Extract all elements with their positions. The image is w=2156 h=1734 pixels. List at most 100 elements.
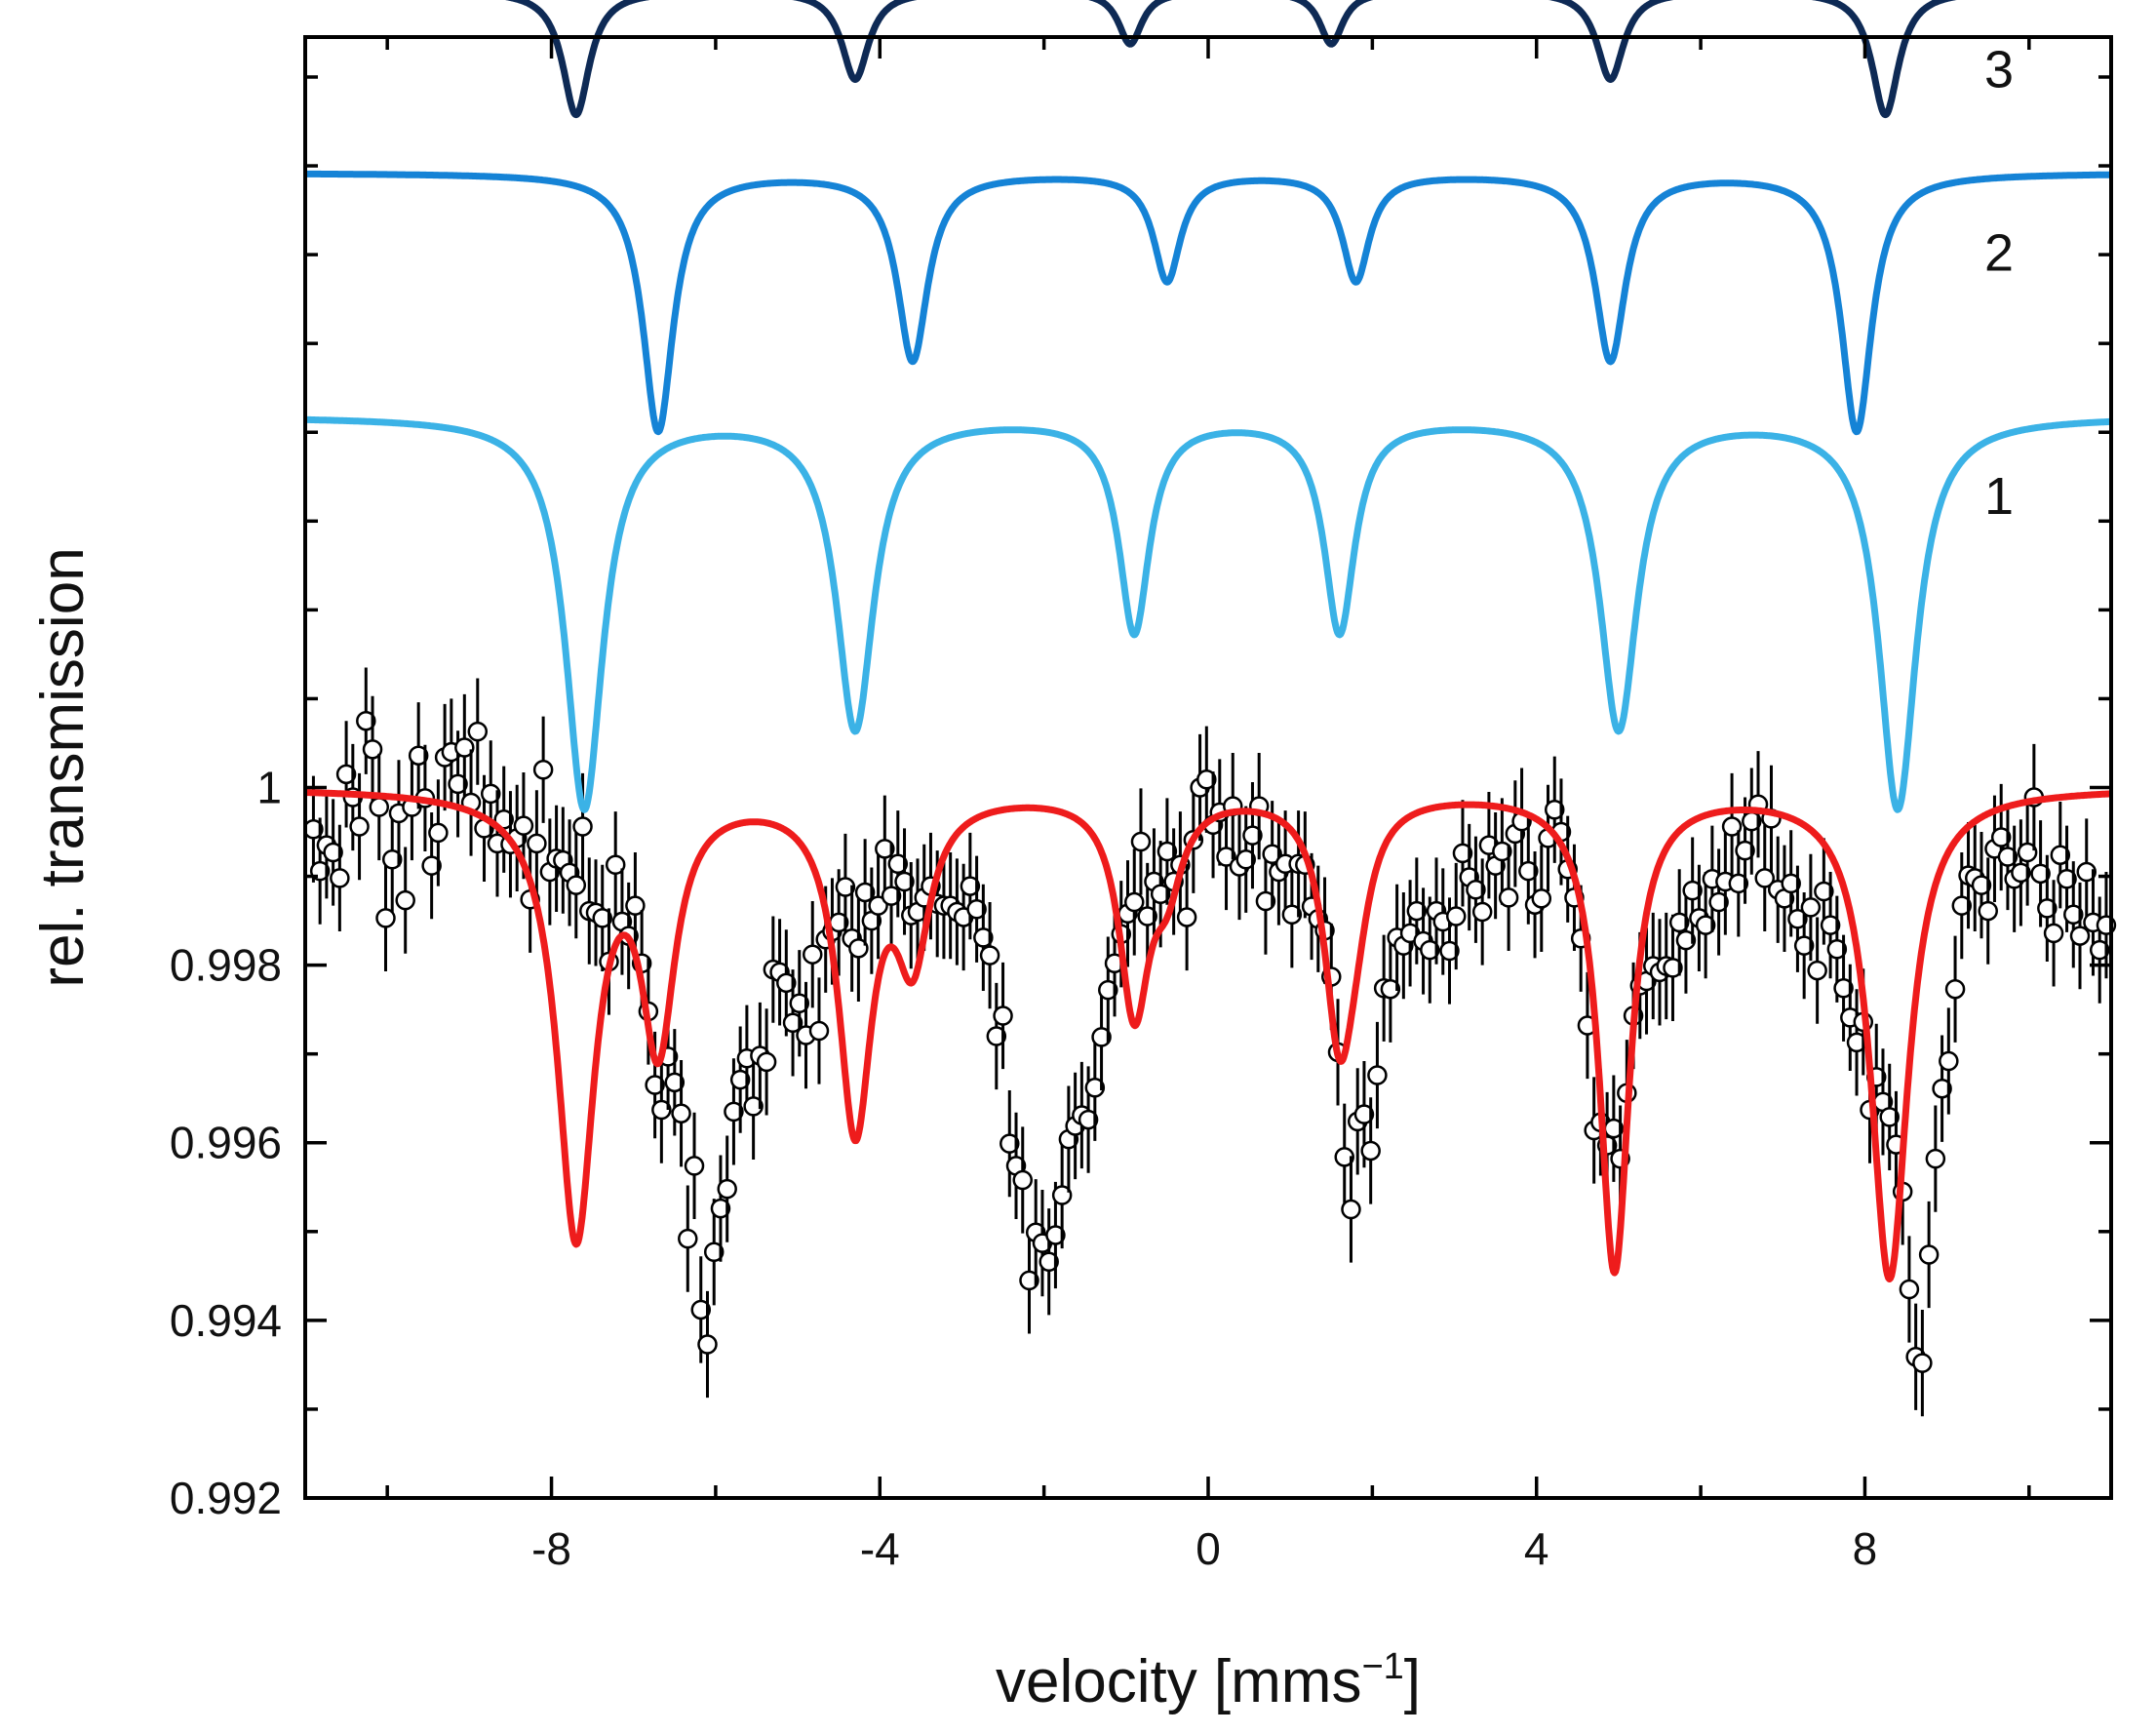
data-point (481, 740, 501, 847)
x-tick-label: 0 (1196, 1523, 1221, 1574)
data-point (335, 721, 357, 828)
data-point (1708, 848, 1729, 956)
data-point (1051, 1141, 1073, 1249)
data-point (1932, 1035, 1952, 1142)
data-point (566, 832, 587, 939)
data-point (1925, 1105, 1946, 1212)
data-point (1840, 964, 1861, 1071)
component-label-3: 3 (1984, 41, 2014, 99)
data-point (1668, 869, 1690, 976)
x-tick-label: 4 (1524, 1523, 1549, 1574)
component-curve-1 (302, 415, 2114, 813)
data-point (835, 833, 856, 941)
data-point (729, 1026, 751, 1133)
data-point (1800, 853, 1822, 962)
data-point (1663, 914, 1683, 1021)
data-point (527, 790, 547, 897)
data-point (1899, 1236, 1920, 1343)
data-point (678, 1185, 698, 1292)
data-point (1754, 824, 1776, 932)
data-point (1774, 845, 1795, 952)
data-point (1367, 1021, 1388, 1129)
data-point (684, 1112, 705, 1220)
data-point (875, 795, 895, 902)
data-point (1939, 1007, 1959, 1115)
data-point (1944, 935, 1966, 1043)
data-point (532, 716, 554, 823)
data-point (808, 977, 830, 1084)
data-point (979, 901, 1000, 1009)
data-point (454, 693, 475, 802)
y-tick-label: 0.998 (170, 940, 282, 991)
data-point (493, 766, 514, 873)
data-point (1216, 803, 1236, 911)
data-point (2063, 861, 2084, 968)
data-point (1176, 863, 1197, 971)
data-point (1990, 783, 2012, 891)
y-tick-label: 1 (256, 762, 282, 812)
data-point (2069, 882, 2091, 990)
data-point (467, 678, 489, 785)
data-point (1235, 806, 1256, 913)
data-point (848, 894, 869, 1002)
data-point (1000, 1090, 1020, 1198)
data-point (1787, 865, 1808, 972)
data-point (1084, 1034, 1106, 1141)
data-point (1242, 782, 1263, 889)
data-point (710, 1155, 731, 1262)
data-point (1380, 935, 1401, 1043)
component-curve-3 (504, 0, 1957, 119)
data-point (1912, 1309, 1933, 1417)
component-label-1: 1 (1984, 467, 2014, 526)
y-tick-label: 0.996 (170, 1118, 282, 1168)
data-point (323, 799, 343, 906)
data-point (1531, 845, 1552, 952)
data-point (1978, 857, 1998, 965)
data-point (960, 832, 981, 940)
data-point (743, 1052, 764, 1161)
data-point (1544, 756, 1565, 863)
x-axis-label-superscript: −1 (1361, 1646, 1403, 1687)
data-point (1807, 917, 1827, 1024)
data-points (303, 667, 2117, 1417)
data-point (395, 847, 415, 954)
data-point (881, 842, 902, 950)
data-point (625, 851, 646, 960)
data-point (1879, 1063, 1900, 1170)
y-tick-label: 0.992 (170, 1473, 282, 1523)
data-point (1091, 983, 1112, 1091)
data-point (2011, 819, 2031, 926)
data-point (671, 1060, 691, 1167)
data-point (1735, 797, 1755, 904)
data-point (1012, 1126, 1033, 1234)
data-point (330, 824, 350, 932)
x-tick-label: 8 (1853, 1523, 1878, 1574)
data-point (2050, 802, 2071, 909)
data-point (1196, 726, 1217, 833)
fit-curve (302, 789, 2114, 1282)
data-point (697, 1290, 718, 1399)
data-point (2017, 799, 2038, 906)
data-point (1997, 803, 2019, 911)
x-axis-label: velocity [mms−1] (996, 1646, 1421, 1715)
fit-curves (302, 0, 2114, 1282)
data-point (1039, 1208, 1059, 1316)
data-point (973, 884, 994, 992)
data-point (717, 1135, 737, 1242)
data-point (428, 779, 449, 887)
data-point (1721, 772, 1743, 881)
y-tick-label: 0.994 (170, 1295, 282, 1346)
data-point (2037, 854, 2058, 962)
data-point (592, 864, 612, 971)
x-axis-label-main: velocity [mms (996, 1648, 1361, 1715)
data-point (782, 969, 804, 1077)
data-point (349, 772, 370, 881)
data-point (1695, 872, 1716, 979)
x-tick-label: -8 (531, 1523, 571, 1574)
component-label-2: 2 (1984, 223, 2014, 282)
data-point (703, 1199, 725, 1306)
data-point (986, 982, 1007, 1090)
data-point (887, 810, 909, 918)
data-point (756, 1008, 777, 1116)
